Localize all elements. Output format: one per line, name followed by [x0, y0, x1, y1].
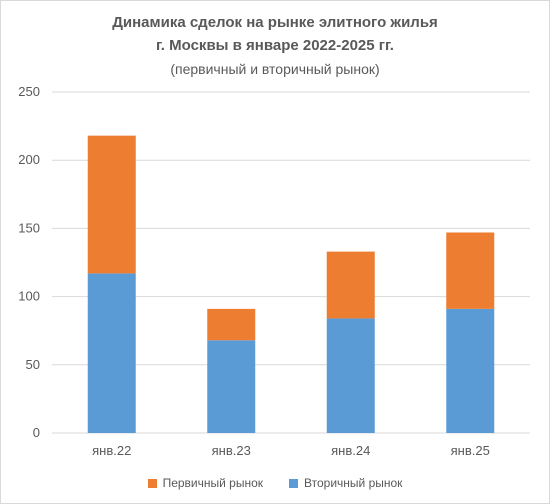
chart-title-line-1: Динамика сделок на рынке элитного жилья — [112, 14, 438, 31]
legend-swatch-primary — [147, 478, 157, 488]
bar-secondary — [87, 273, 136, 433]
y-tick-label: 200 — [18, 152, 40, 167]
y-tick-label: 150 — [18, 220, 40, 235]
legend-label-primary: Первичный рынок — [162, 476, 264, 490]
bar-secondary — [446, 308, 495, 433]
legend-label-secondary: Вторичный рынок — [304, 476, 403, 490]
chart-subtitle: (первичный и вторичный рынок) — [170, 61, 380, 77]
bar-primary — [446, 232, 495, 309]
x-tick-label: янв.25 — [451, 443, 490, 458]
legend-item-secondary: Вторичный рынок — [289, 476, 402, 490]
legend-swatch-secondary — [289, 478, 299, 488]
y-tick-label: 100 — [18, 289, 40, 304]
x-tick-label: янв.24 — [331, 443, 370, 458]
y-tick-label: 0 — [33, 425, 40, 440]
bar-primary — [207, 308, 256, 341]
bar-primary — [87, 135, 136, 274]
y-tick-label: 250 — [18, 84, 40, 99]
legend-item-primary: Первичный рынок — [147, 476, 264, 490]
bar-secondary — [326, 318, 375, 433]
y-tick-label: 50 — [26, 357, 40, 372]
chart-title-line-2: г. Москвы в январе 2022-2025 гг. — [156, 37, 394, 54]
x-tick-label: янв.23 — [212, 443, 251, 458]
bar-primary — [326, 251, 375, 319]
bar-secondary — [207, 340, 256, 433]
x-tick-label: янв.22 — [92, 443, 131, 458]
chart-legend: Первичный рынок Вторичный рынок — [0, 476, 550, 490]
